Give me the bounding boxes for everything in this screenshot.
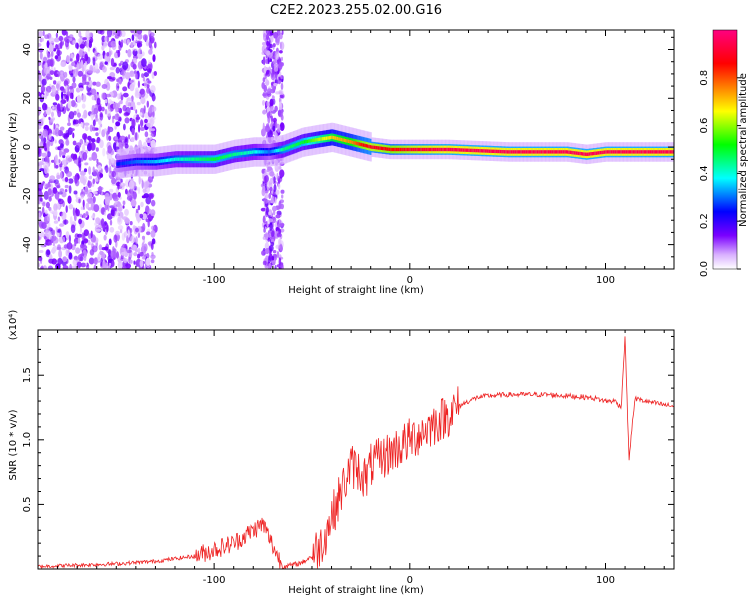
chart-title: C2E2.2023.255.02.00.G16 — [270, 3, 442, 18]
spectrogram-ridge — [116, 122, 674, 179]
snr-frame — [37, 329, 675, 570]
spectrogram-xtick-label: 100 — [596, 275, 615, 286]
spectrogram-noise — [38, 30, 285, 269]
snr-ytick-label: 1.0 — [22, 432, 33, 448]
colorbar-tick-label: 0.0 — [699, 261, 710, 277]
snr-xtick-label: -100 — [203, 575, 226, 586]
spectrogram-ytick-label: -20 — [22, 188, 33, 204]
snr-ytick-label: 0.5 — [22, 496, 33, 512]
colorbar: 0.0 0.2 0.4 0.6 0.8 Normalized spectral ampl… — [699, 29, 749, 277]
snr-xtick-label: 100 — [596, 575, 615, 586]
spectrogram-xlabel: Height of straight line (km) — [288, 285, 424, 296]
snr-ylabel: SNR (10 * v/v) — [8, 409, 19, 480]
colorbar-label: Normalized spectral amplitude — [738, 73, 749, 227]
colorbar-tick-label: 0.6 — [699, 118, 710, 134]
spectrogram-frame — [37, 29, 675, 270]
spectrogram-ytick-label: 0 — [22, 144, 33, 150]
snr-ytick-label: 1.5 — [22, 367, 33, 383]
colorbar-tick-label: 0.2 — [699, 213, 710, 229]
snr-xtick-label: 0 — [407, 575, 413, 586]
spectrogram-ytick-label: 40 — [22, 43, 33, 56]
spectrogram-xtick-label: -100 — [203, 275, 226, 286]
spectrogram-ytick-label: -40 — [22, 236, 33, 252]
colorbar-tick-label: 0.4 — [699, 165, 710, 181]
snr-panel: -100 0 100 0.5 1.0 1.5 Height of straight lin… — [8, 310, 675, 596]
colorbar-tick-label: 0.8 — [699, 70, 710, 86]
spectrogram-ylabel: Frequency (Hz) — [8, 112, 19, 188]
snr-multiplier: (x10⁴) — [8, 310, 19, 341]
spectrogram-ytick-label: 20 — [22, 92, 33, 105]
spectrogram-xtick-label: 0 — [407, 275, 413, 286]
snr-xlabel: Height of straight line (km) — [288, 585, 424, 596]
spectrogram-panel: -100 0 100 -40 -20 0 20 40 Height of straight l… — [8, 29, 675, 296]
snr-line — [38, 336, 674, 569]
colorbar-gradient — [712, 29, 738, 270]
